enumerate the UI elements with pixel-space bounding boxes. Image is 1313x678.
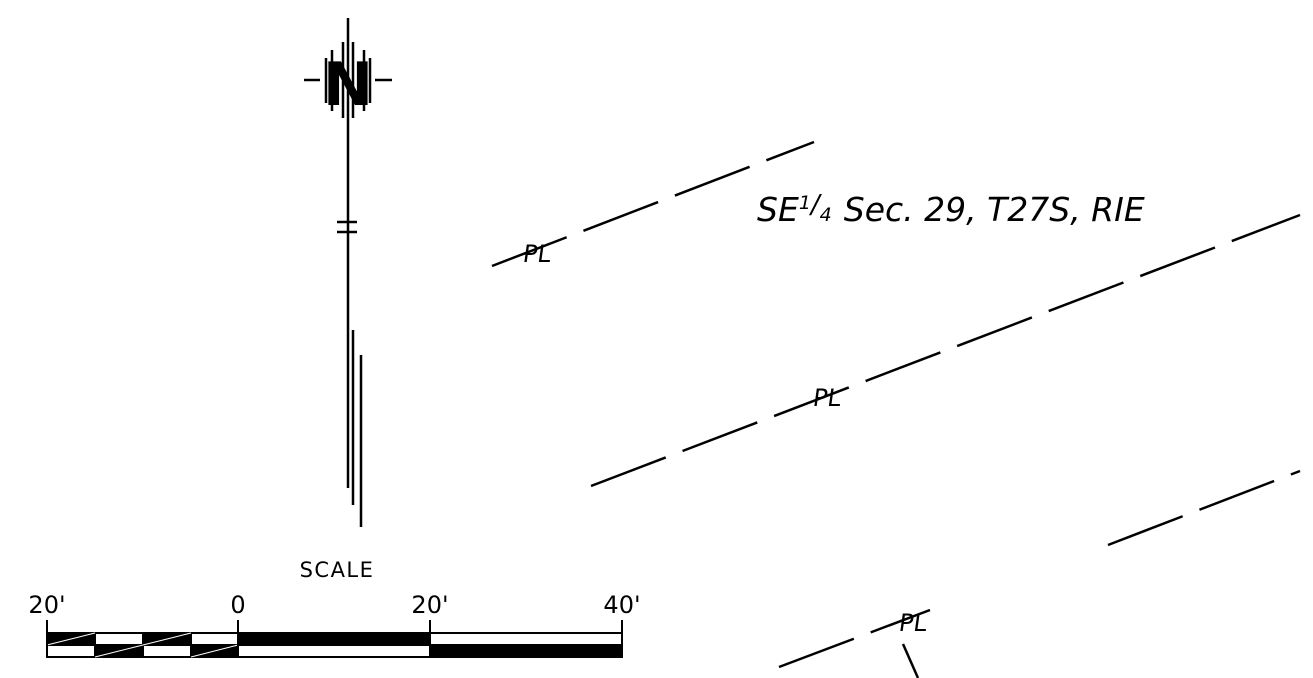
pl-symbol-1: PL — [521, 240, 553, 268]
section-label-fraction-num: 1 — [799, 192, 811, 214]
pl-symbol-2: PL — [811, 384, 843, 412]
scale-label-20: 20' — [411, 591, 448, 619]
north-arrow — [304, 18, 392, 527]
scale-label-zero: 0 — [230, 591, 245, 619]
pl-symbol-2-text: PL — [811, 384, 843, 412]
scale-bar — [46, 620, 623, 658]
property-line-4 — [778, 608, 931, 669]
section-label-fraction-den: 4 — [820, 204, 832, 226]
property-line-1 — [491, 140, 815, 268]
property-line-tick — [901, 643, 920, 678]
pl-symbol-1-text: PL — [521, 240, 553, 268]
pl-symbol-3-text: PL — [897, 609, 929, 637]
section-label: SE1/4 Sec. 29, T27S, RIE — [757, 190, 1145, 229]
scale-label-40: 40' — [603, 591, 640, 619]
scale-title: SCALE — [300, 558, 375, 582]
property-line-2 — [590, 213, 1301, 488]
property-line-3 — [1107, 469, 1301, 547]
scale-tick-labels: 20' 0 20' 40' — [28, 591, 640, 619]
north-letter: N — [323, 50, 373, 120]
section-label-prefix: SE — [757, 190, 799, 229]
section-label-fraction-slash: / — [809, 190, 823, 220]
pl-symbol-3: PL — [897, 609, 929, 637]
property-lines — [491, 140, 1301, 678]
scale-label-left: 20' — [28, 591, 65, 619]
section-label-rest: Sec. 29, T27S, RIE — [844, 190, 1145, 229]
